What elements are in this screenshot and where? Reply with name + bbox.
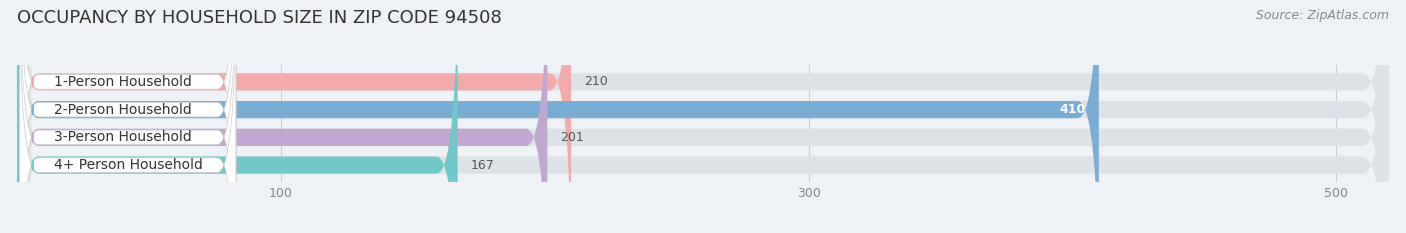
FancyBboxPatch shape <box>20 0 236 233</box>
FancyBboxPatch shape <box>17 0 1389 233</box>
Text: Source: ZipAtlas.com: Source: ZipAtlas.com <box>1256 9 1389 22</box>
Text: 167: 167 <box>471 159 495 171</box>
FancyBboxPatch shape <box>17 0 1389 233</box>
Text: OCCUPANCY BY HOUSEHOLD SIZE IN ZIP CODE 94508: OCCUPANCY BY HOUSEHOLD SIZE IN ZIP CODE … <box>17 9 502 27</box>
FancyBboxPatch shape <box>17 0 547 233</box>
FancyBboxPatch shape <box>17 0 457 233</box>
FancyBboxPatch shape <box>17 0 1389 233</box>
FancyBboxPatch shape <box>17 0 571 233</box>
Text: 410: 410 <box>1059 103 1085 116</box>
Text: 4+ Person Household: 4+ Person Household <box>53 158 202 172</box>
Text: 2-Person Household: 2-Person Household <box>53 103 191 117</box>
FancyBboxPatch shape <box>17 0 1099 233</box>
FancyBboxPatch shape <box>17 0 1389 233</box>
Text: 1-Person Household: 1-Person Household <box>53 75 191 89</box>
Text: 210: 210 <box>585 75 607 88</box>
FancyBboxPatch shape <box>20 0 236 233</box>
FancyBboxPatch shape <box>20 0 236 233</box>
Text: 201: 201 <box>561 131 585 144</box>
Text: 3-Person Household: 3-Person Household <box>53 130 191 144</box>
FancyBboxPatch shape <box>20 0 236 233</box>
